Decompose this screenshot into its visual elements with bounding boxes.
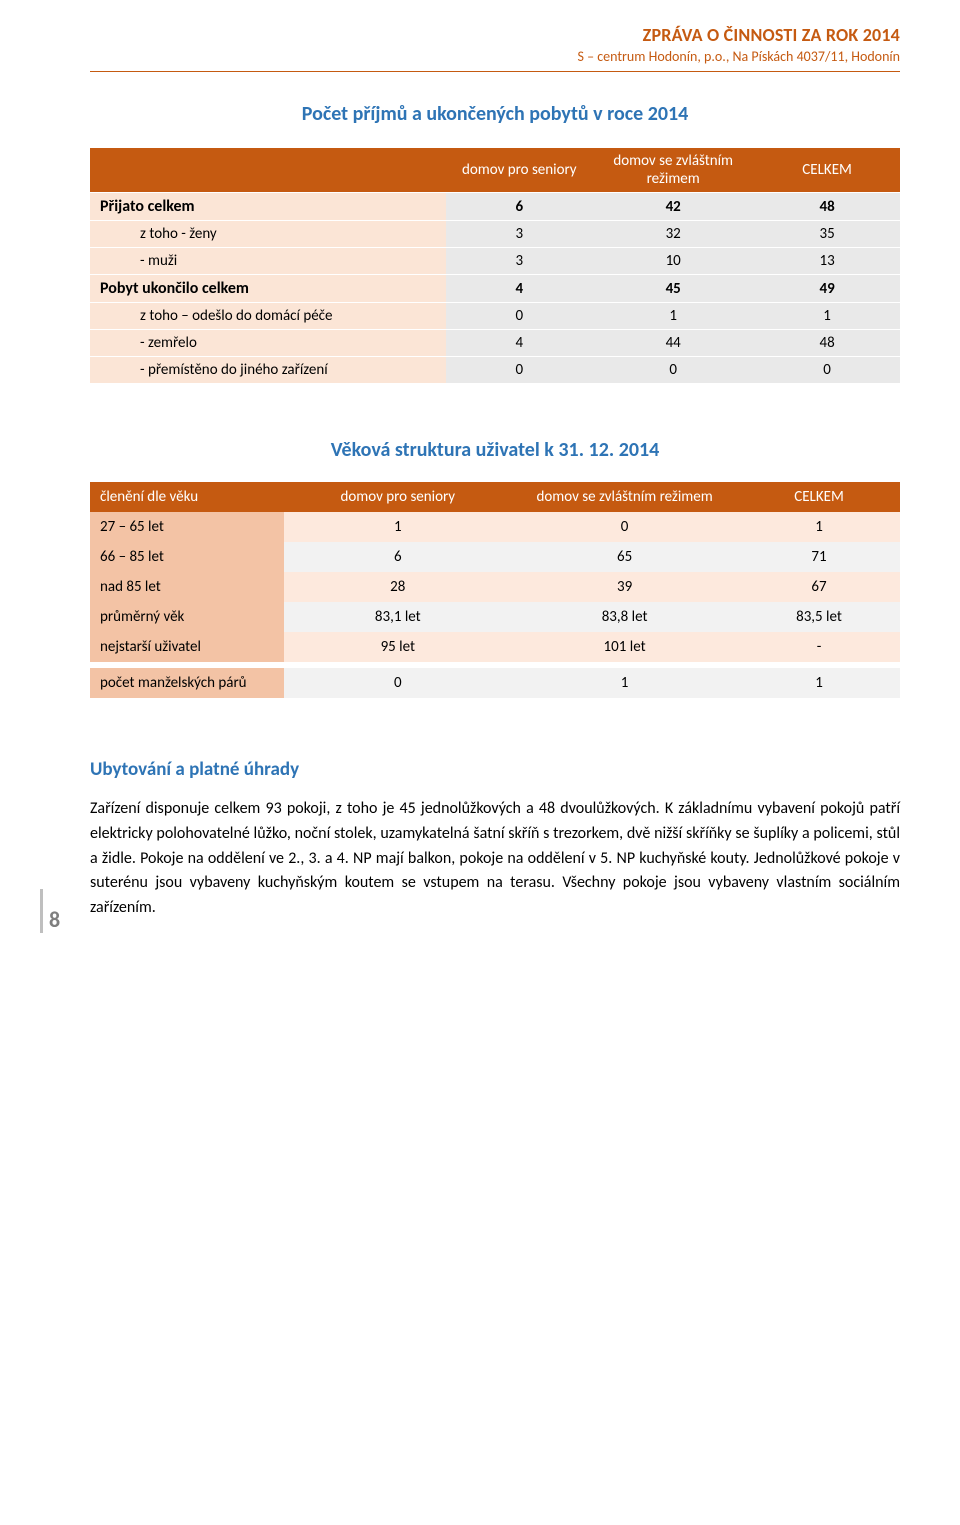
cell-value: 101 let xyxy=(511,632,738,665)
row-label: 66 – 85 let xyxy=(90,542,284,572)
cell-value: 6 xyxy=(446,193,592,221)
page-header: ZPRÁVA O ČINNOSTI ZA ROK 2014 S – centru… xyxy=(90,24,900,72)
cell-value: 48 xyxy=(754,193,900,221)
col-header: CELKEM xyxy=(754,147,900,193)
row-label: Pobyt ukončilo celkem xyxy=(90,275,446,303)
cell-value: 32 xyxy=(592,221,754,248)
cell-value: 0 xyxy=(511,512,738,542)
section-heading: Ubytování a platné úhrady xyxy=(90,758,900,781)
intake-table: domov pro seniory domov se zvláštním rež… xyxy=(90,146,900,383)
cell-value: - xyxy=(738,632,900,665)
row-label: - muži xyxy=(90,248,446,275)
row-label: nad 85 let xyxy=(90,572,284,602)
cell-value: 48 xyxy=(754,330,900,357)
cell-value: 35 xyxy=(754,221,900,248)
table1-title: Počet příjmů a ukončených pobytů v roce … xyxy=(90,102,900,126)
cell-value: 83,1 let xyxy=(284,602,511,632)
page-number: 8 xyxy=(40,889,60,933)
cell-value: 95 let xyxy=(284,632,511,665)
row-label: - zemřelo xyxy=(90,330,446,357)
col-header xyxy=(90,147,446,193)
cell-value: 49 xyxy=(754,275,900,303)
cell-value: 1 xyxy=(511,665,738,698)
row-label: z toho - ženy xyxy=(90,221,446,248)
cell-value: 0 xyxy=(284,665,511,698)
cell-value: 0 xyxy=(754,357,900,384)
table2-title: Věková struktura uživatel k 31. 12. 2014 xyxy=(90,438,900,462)
col-header: členění dle věku xyxy=(90,482,284,512)
row-label: 27 – 65 let xyxy=(90,512,284,542)
cell-value: 45 xyxy=(592,275,754,303)
cell-value: 0 xyxy=(592,357,754,384)
cell-value: 4 xyxy=(446,275,592,303)
col-header: domov pro seniory xyxy=(446,147,592,193)
row-label: počet manželských párů xyxy=(90,665,284,698)
row-label: Přijato celkem xyxy=(90,193,446,221)
col-header: domov se zvláštním režimem xyxy=(592,147,754,193)
col-header: CELKEM xyxy=(738,482,900,512)
col-header: domov pro seniory xyxy=(284,482,511,512)
cell-value: 13 xyxy=(754,248,900,275)
cell-value: 83,5 let xyxy=(738,602,900,632)
cell-value: 0 xyxy=(446,303,592,330)
cell-value: 1 xyxy=(284,512,511,542)
cell-value: 1 xyxy=(738,512,900,542)
cell-value: 83,8 let xyxy=(511,602,738,632)
cell-value: 6 xyxy=(284,542,511,572)
cell-value: 65 xyxy=(511,542,738,572)
row-label: průměrný věk xyxy=(90,602,284,632)
cell-value: 3 xyxy=(446,221,592,248)
body-paragraph: Zařízení disponuje celkem 93 pokoji, z t… xyxy=(90,797,900,921)
cell-value: 67 xyxy=(738,572,900,602)
cell-value: 1 xyxy=(754,303,900,330)
cell-value: 4 xyxy=(446,330,592,357)
cell-value: 1 xyxy=(738,665,900,698)
header-subtitle: S – centrum Hodonín, p.o., Na Pískách 40… xyxy=(90,48,900,65)
row-label: nejstarší uživatel xyxy=(90,632,284,665)
cell-value: 10 xyxy=(592,248,754,275)
header-title: ZPRÁVA O ČINNOSTI ZA ROK 2014 xyxy=(90,24,900,46)
age-structure-table: členění dle věku domov pro seniory domov… xyxy=(90,482,900,698)
row-label: - přemístěno do jiného zařízení xyxy=(90,357,446,384)
page-num-bar xyxy=(40,889,43,933)
cell-value: 3 xyxy=(446,248,592,275)
page-num-value: 8 xyxy=(49,906,60,933)
cell-value: 39 xyxy=(511,572,738,602)
cell-value: 44 xyxy=(592,330,754,357)
col-header: domov se zvláštním režimem xyxy=(511,482,738,512)
row-label: z toho – odešlo do domácí péče xyxy=(90,303,446,330)
cell-value: 42 xyxy=(592,193,754,221)
cell-value: 0 xyxy=(446,357,592,384)
cell-value: 1 xyxy=(592,303,754,330)
cell-value: 71 xyxy=(738,542,900,572)
cell-value: 28 xyxy=(284,572,511,602)
